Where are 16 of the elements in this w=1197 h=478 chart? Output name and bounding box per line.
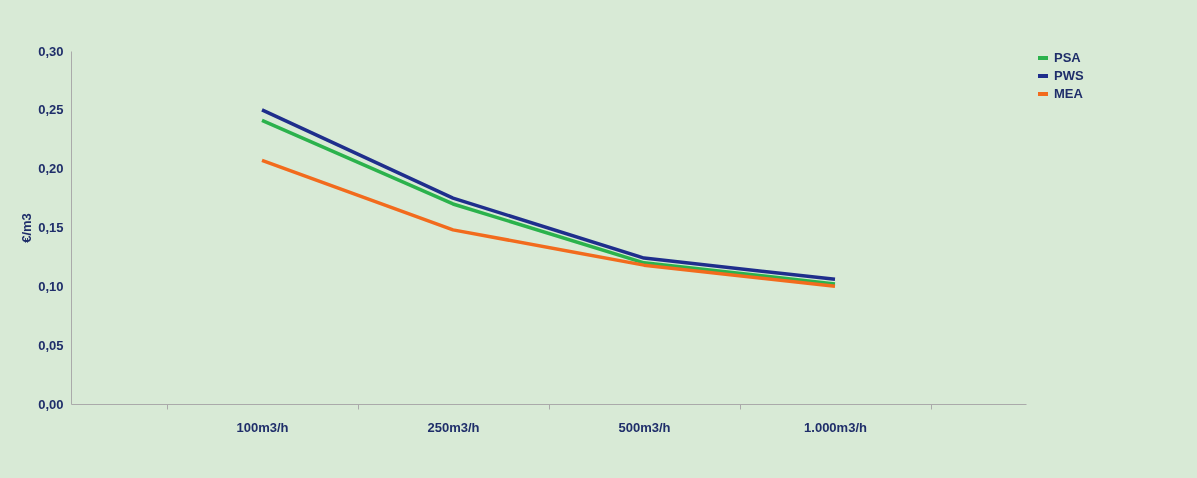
x-tick-label: 250m3/h	[427, 419, 480, 435]
y-tick-label: 0,15	[38, 220, 64, 235]
legend-label: MEA	[1054, 86, 1084, 101]
y-tick-label: 0,20	[38, 161, 64, 177]
legend-label: PSA	[1054, 50, 1082, 65]
y-tick-label: 0,10	[38, 278, 64, 294]
y-tick-label: 0,30	[38, 43, 64, 59]
y-tick-label: 0,00	[38, 396, 64, 412]
y-tick-label: 0,05	[38, 337, 64, 353]
y-axis-title: €/m3	[19, 213, 35, 243]
x-tick-label: 1.000m3/h	[804, 419, 867, 435]
legend-label: PWS	[1054, 68, 1084, 83]
line-series	[260, 158, 837, 289]
x-tick-label: 500m3/h	[618, 419, 671, 435]
x-tick-label: 100m3/h	[236, 419, 289, 435]
y-tick-label: 0,25	[38, 102, 64, 118]
